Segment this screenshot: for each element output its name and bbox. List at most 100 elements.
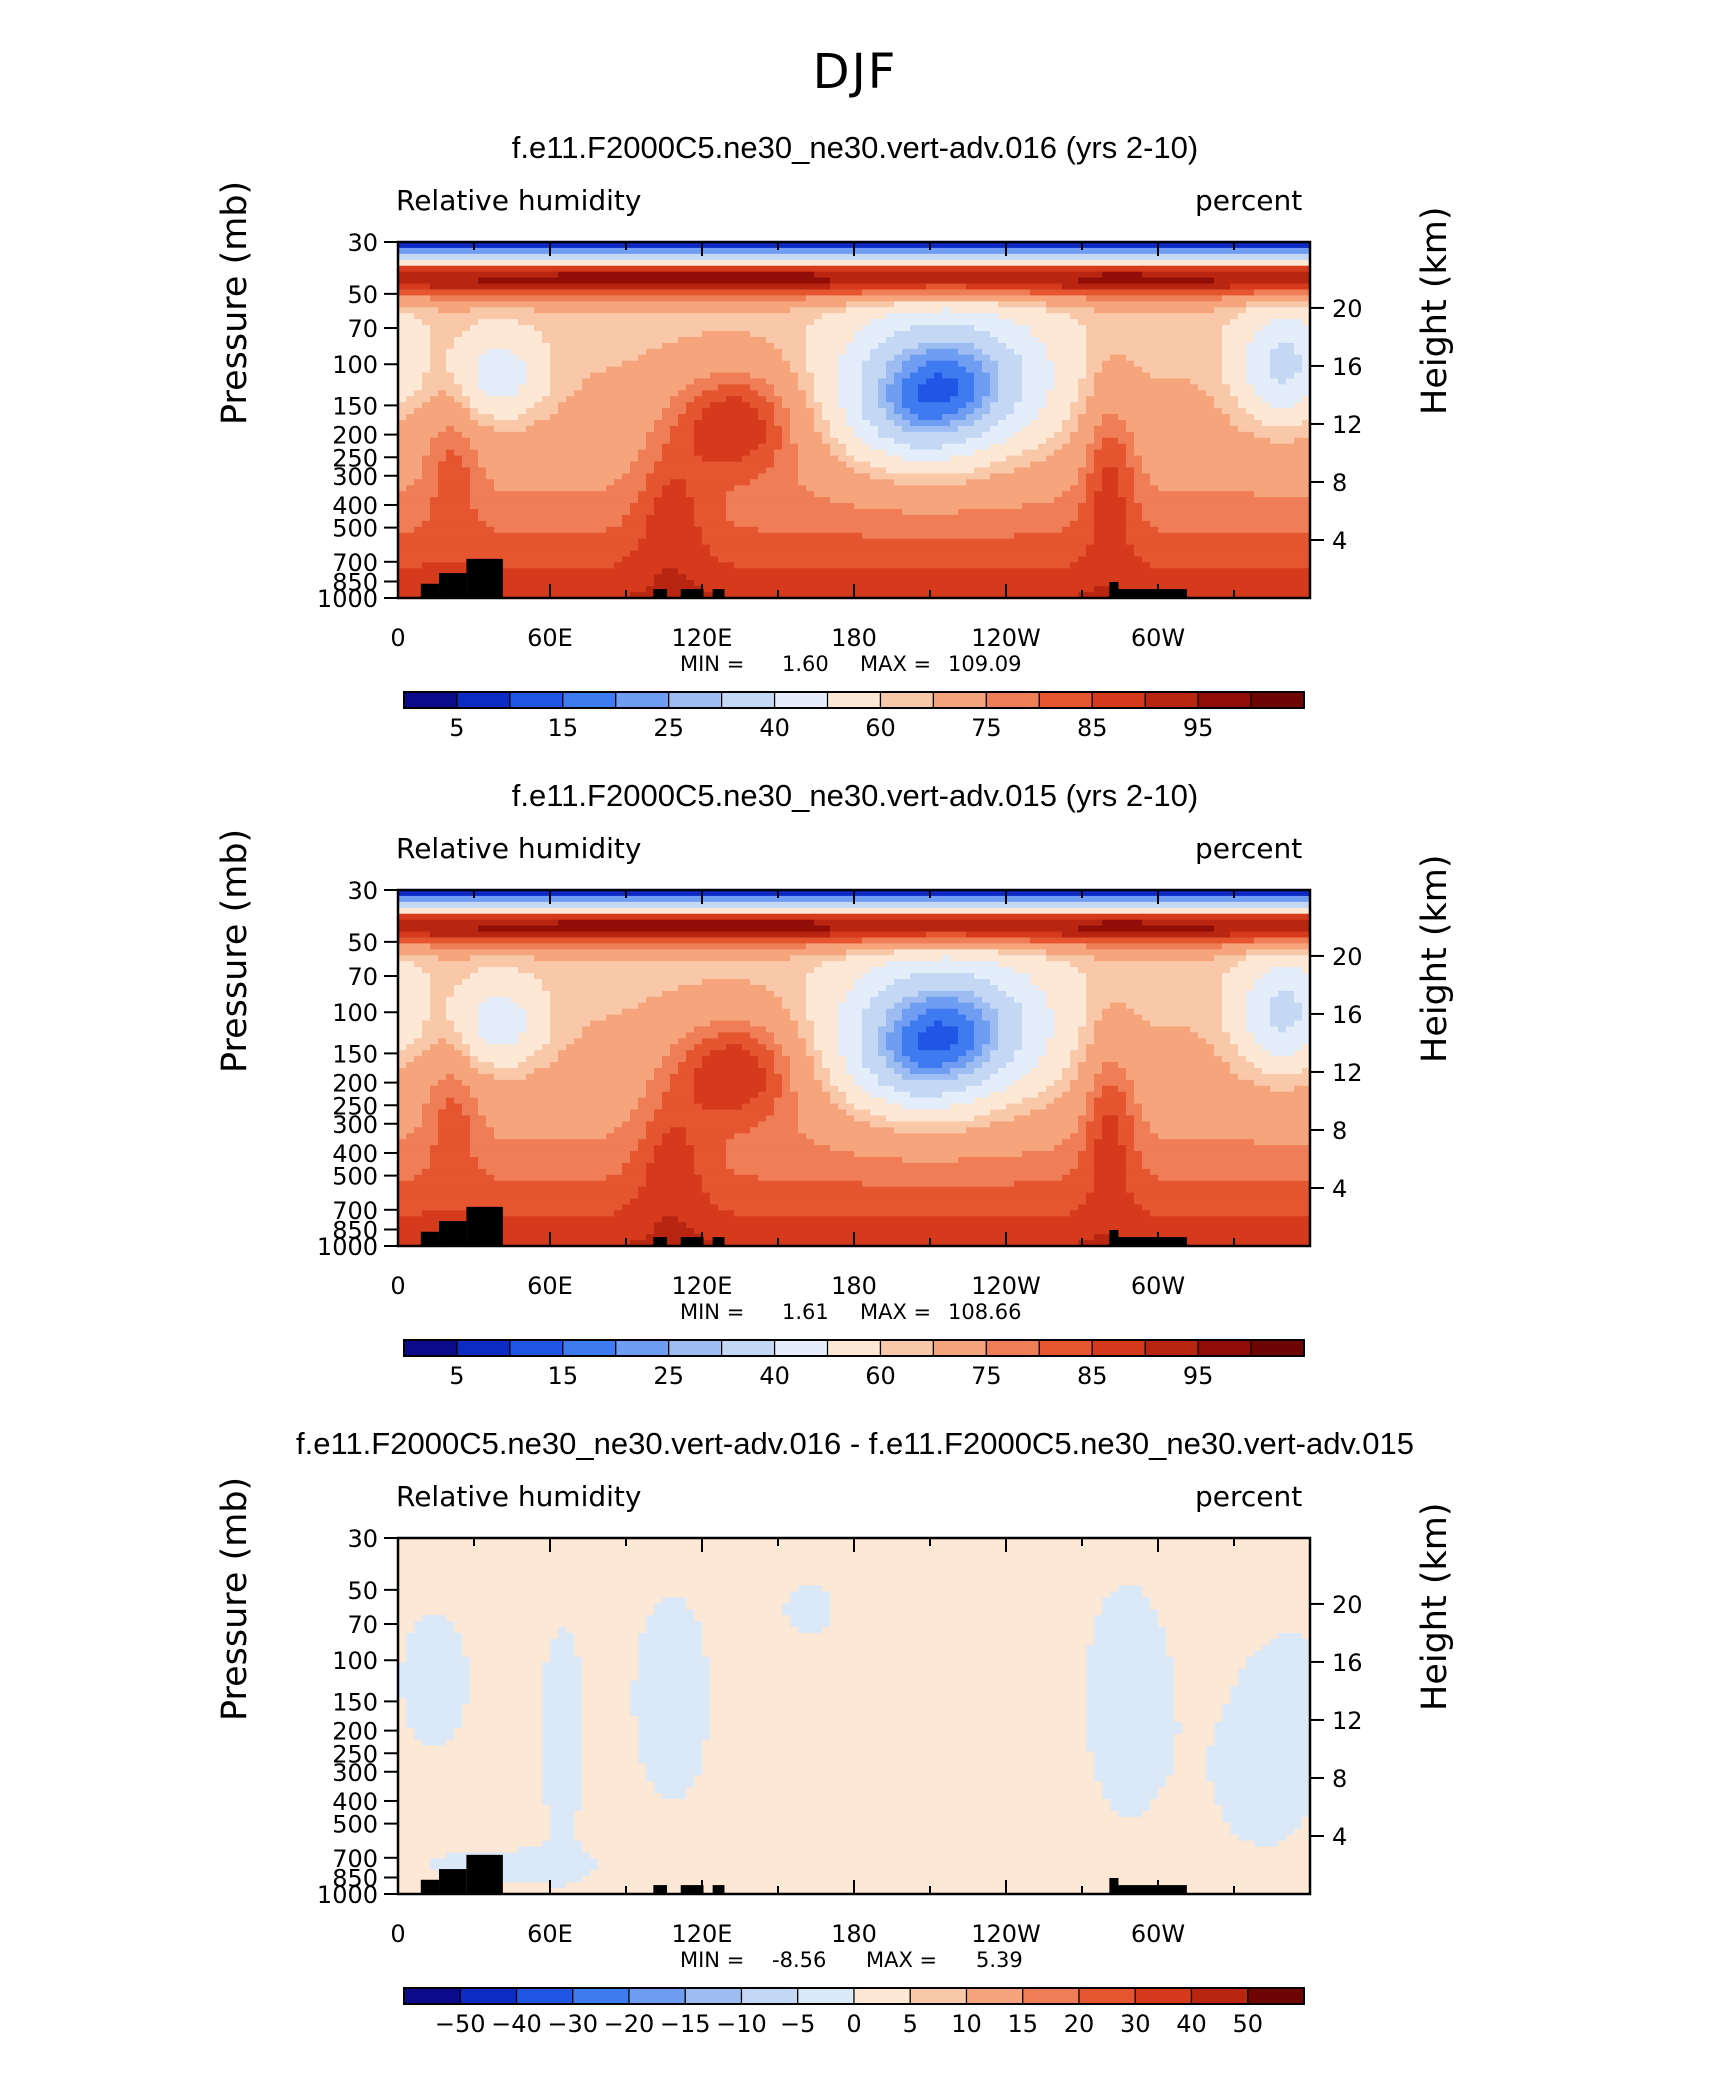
contour-cell <box>934 396 943 403</box>
contour-cell <box>790 242 799 249</box>
contour-cell <box>1286 420 1295 427</box>
contour-cell <box>958 443 967 451</box>
contour-cell <box>1062 390 1071 397</box>
contour-cell <box>430 253 439 261</box>
contour-cell <box>1182 265 1191 273</box>
contour-cell <box>1014 289 1023 296</box>
contour-cell <box>974 437 983 445</box>
contour-cell <box>646 283 655 291</box>
contour-cell <box>1214 431 1223 439</box>
contour-cell <box>742 295 751 302</box>
contour-cell <box>1046 283 1055 291</box>
contour-cell <box>478 301 487 308</box>
contour-cell <box>670 437 679 445</box>
contour-cell <box>1278 342 1287 350</box>
contour-cell <box>1054 431 1063 439</box>
contour-cell <box>1118 360 1127 368</box>
contour-cell <box>1238 313 1247 320</box>
contour-cell <box>406 420 415 427</box>
contour-cell <box>1182 313 1191 320</box>
contour-cell <box>494 437 503 445</box>
contour-cell <box>974 319 983 326</box>
contour-cell <box>638 247 647 255</box>
contour-cell <box>846 325 855 332</box>
contour-cell <box>966 479 975 486</box>
contour-cell <box>1118 271 1127 279</box>
contour-cell <box>878 319 887 326</box>
contour-cell <box>502 437 511 445</box>
contour-cell <box>862 372 871 380</box>
contour-cell <box>1134 265 1143 273</box>
contour-cell <box>510 449 519 457</box>
contour-cell <box>526 425 535 433</box>
contour-cell <box>942 437 951 445</box>
contour-cell <box>646 491 655 498</box>
contour-cell <box>806 420 815 427</box>
contour-cell <box>1134 479 1143 486</box>
contour-cell <box>790 455 799 463</box>
contour-cell <box>462 414 471 421</box>
contour-cell <box>766 348 775 356</box>
contour-cell <box>406 467 415 474</box>
contour-cell <box>894 461 903 469</box>
contour-cell <box>798 497 807 504</box>
contour-cell <box>430 431 439 439</box>
contour-cell <box>518 342 527 350</box>
contour-cell <box>1110 253 1119 261</box>
contour-cell <box>614 242 623 249</box>
contour-cell <box>422 331 431 338</box>
contour-cell <box>950 259 959 267</box>
contour-cell <box>638 449 647 457</box>
contour-cell <box>590 348 599 356</box>
contour-cell <box>486 473 495 480</box>
contour-cell <box>846 420 855 427</box>
contour-cell <box>574 253 583 261</box>
contour-cell <box>982 390 991 397</box>
contour-cell <box>1014 390 1023 397</box>
contour-cell <box>702 295 711 302</box>
contour-cell <box>694 366 703 374</box>
contour-cell <box>1158 402 1167 409</box>
contour-cell <box>606 259 615 267</box>
contour-cell <box>990 437 999 445</box>
contour-cell <box>1182 360 1191 368</box>
contour-cell <box>422 360 431 368</box>
contour-cell <box>398 497 407 504</box>
contour-cell <box>1134 301 1143 308</box>
contour-cell <box>734 455 743 463</box>
contour-cell <box>462 313 471 320</box>
contour-cell <box>1238 348 1247 356</box>
contour-cell <box>958 378 967 385</box>
contour-cell <box>1086 384 1095 391</box>
contour-cell <box>982 384 991 391</box>
contour-cell <box>1238 384 1247 391</box>
contour-cell <box>1302 485 1310 492</box>
contour-cell <box>670 485 679 492</box>
contour-cell <box>814 390 823 397</box>
contour-cell <box>742 307 751 314</box>
contour-cell <box>1286 384 1295 391</box>
contour-cell <box>1078 360 1087 368</box>
contour-cell <box>1102 491 1111 498</box>
contour-cell <box>1014 396 1023 403</box>
contour-cell <box>854 354 863 362</box>
contour-cell <box>838 295 847 302</box>
contour-cell <box>1302 420 1310 427</box>
contour-cell <box>678 396 687 403</box>
contour-cell <box>622 455 631 463</box>
contour-cell <box>710 366 719 374</box>
contour-cell <box>406 354 415 362</box>
contour-cell <box>614 437 623 445</box>
contour-cell <box>1246 390 1255 397</box>
contour-cell <box>502 283 511 291</box>
contour-cell <box>918 360 927 368</box>
contour-cell <box>798 473 807 480</box>
contour-cell <box>1046 313 1055 320</box>
contour-cell <box>998 247 1007 255</box>
contour-cell <box>454 319 463 326</box>
contour-cell <box>902 295 911 302</box>
contour-cell <box>830 414 839 421</box>
contour-cell <box>670 342 679 350</box>
contour-cell <box>670 242 679 249</box>
contour-cell <box>494 319 503 326</box>
